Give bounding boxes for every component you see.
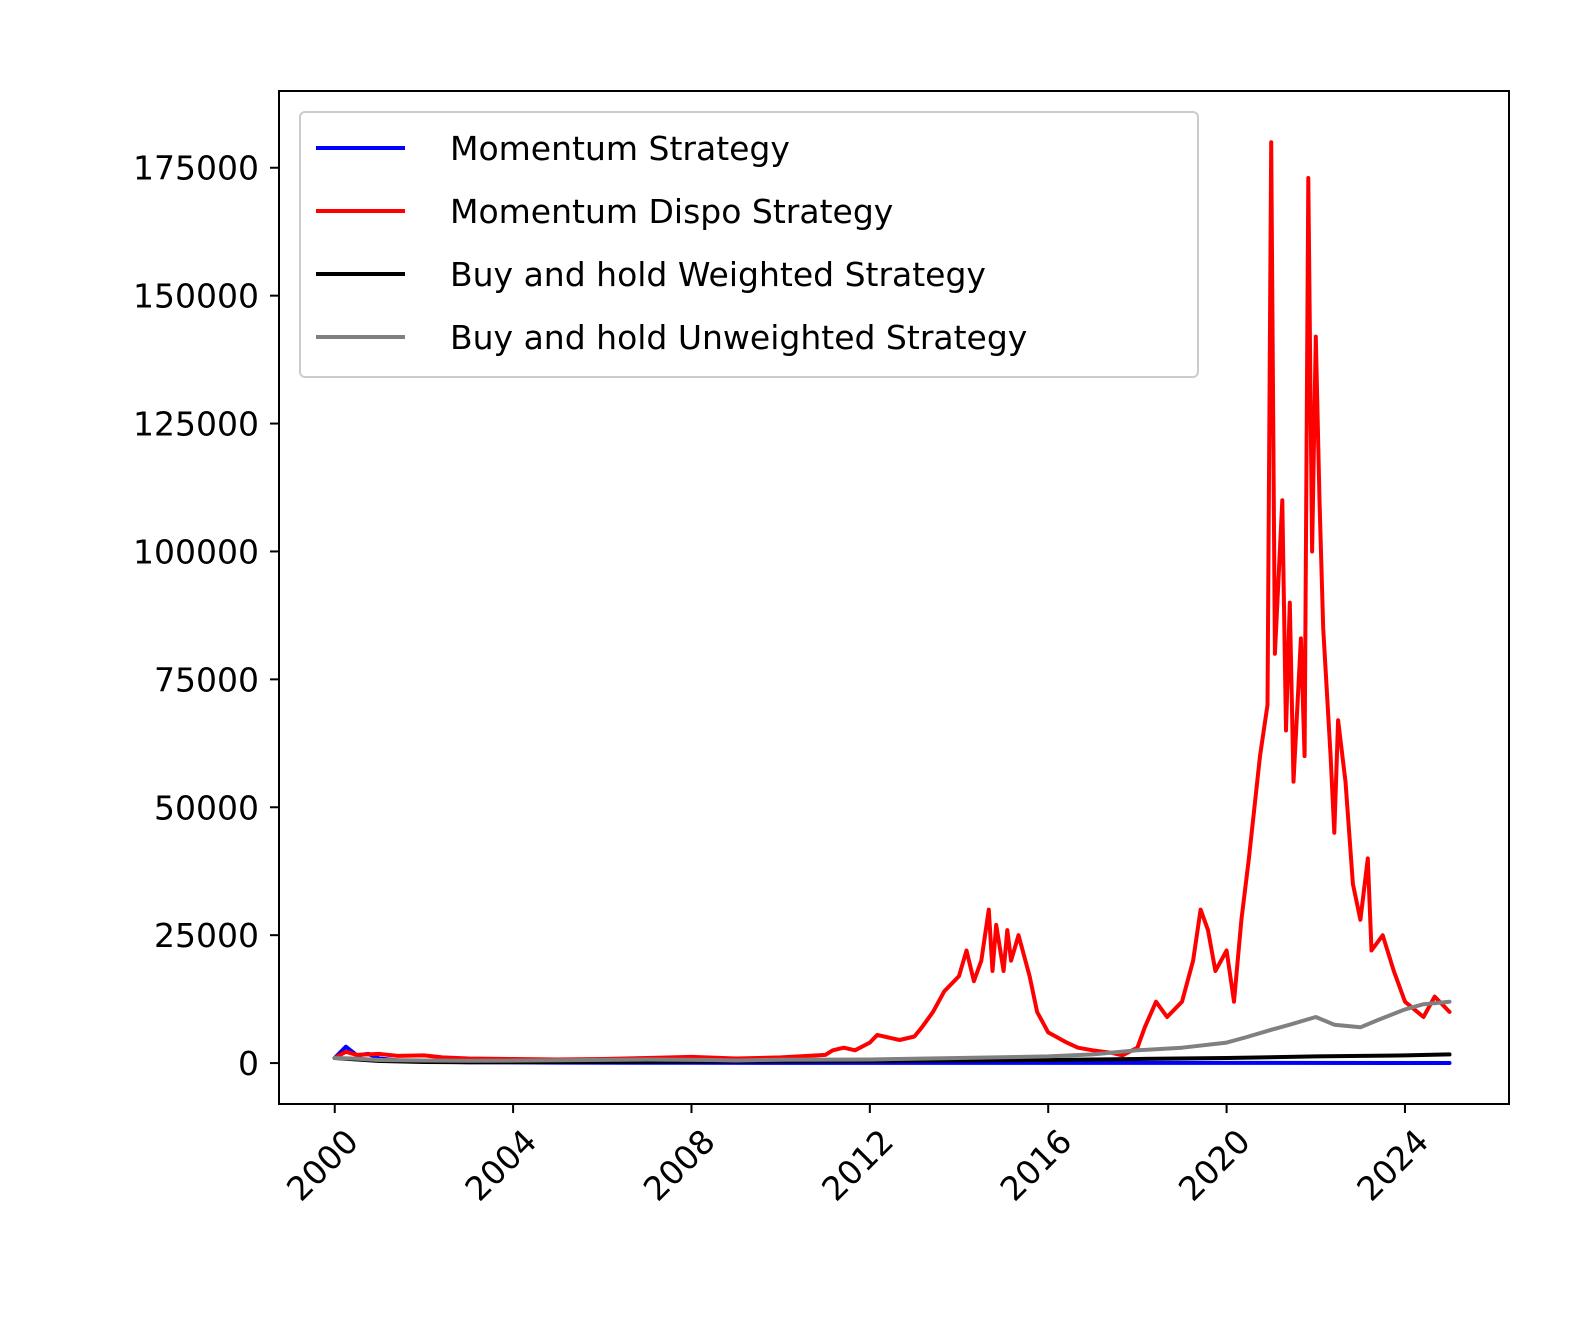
y-axis: 0 25000 50000 75000 100000 125000 150000 175000 (133, 149, 279, 1083)
legend-label-buy-hold-unweighted: Buy and hold Unweighted Strategy (450, 318, 1027, 357)
y-tick-label: 25000 (154, 916, 259, 955)
legend-label-momentum-dispo: Momentum Dispo Strategy (450, 192, 893, 231)
y-tick-label: 150000 (133, 277, 259, 316)
legend: Momentum Strategy Momentum Dispo Strateg… (299, 111, 1199, 378)
y-tick-label: 100000 (133, 532, 259, 571)
series-line-3 (332, 999, 1452, 1063)
y-tick-label: 75000 (154, 660, 259, 699)
series-line-1 (332, 140, 1452, 1062)
y-tick-label: 125000 (133, 405, 259, 444)
series-layer (332, 140, 1452, 1065)
legend-label-momentum: Momentum Strategy (450, 129, 790, 168)
y-tick-label: 0 (238, 1044, 259, 1083)
legend-box (299, 111, 1199, 378)
y-tick-label: 50000 (154, 788, 259, 827)
y-tick-label: 175000 (133, 149, 259, 188)
plot-area-frame (278, 90, 1510, 1105)
legend-label-buy-hold-weighted: Buy and hold Weighted Strategy (450, 255, 986, 294)
